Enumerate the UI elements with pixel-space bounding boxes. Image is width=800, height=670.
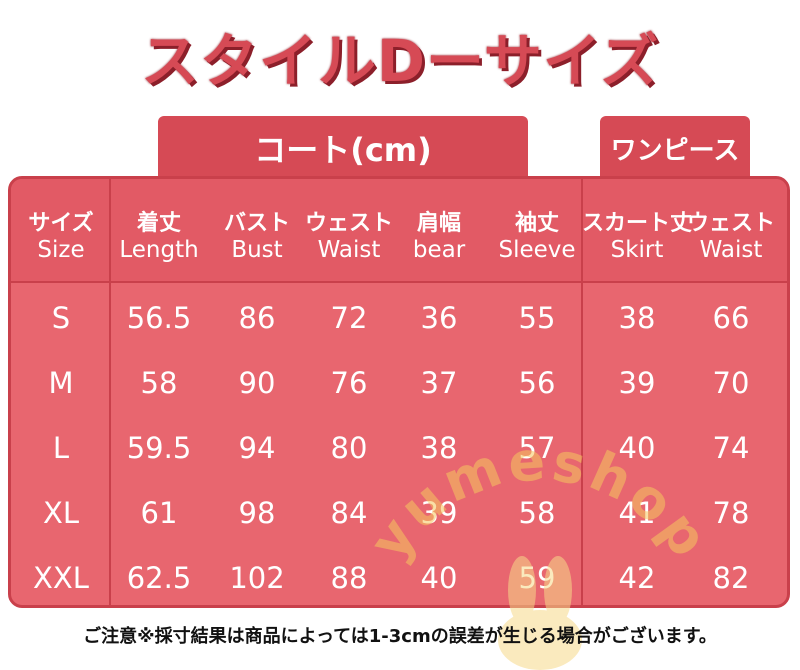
table-cell: 61	[140, 496, 178, 530]
header-en: Waist	[317, 237, 381, 263]
table-cell: 76	[330, 366, 368, 400]
header-jp: 袖丈	[514, 211, 559, 236]
header-en: Length	[119, 237, 199, 263]
table-cell: 40	[618, 431, 656, 465]
table-cell: 55	[518, 301, 556, 335]
table-cell: 98	[238, 496, 276, 530]
table-cell: 72	[330, 301, 368, 335]
table-cell: 37	[420, 366, 458, 400]
header-en: Skirt	[610, 237, 664, 263]
header-en: Sleeve	[498, 237, 576, 263]
table-cell: 88	[330, 561, 368, 595]
size-label: S	[51, 301, 71, 335]
table-cell: 38	[420, 431, 458, 465]
table-cell: 38	[618, 301, 656, 335]
table-cell: 57	[518, 431, 556, 465]
header-row	[11, 179, 787, 283]
size-label: XXL	[33, 561, 89, 595]
table-cell: 74	[712, 431, 750, 465]
table-cell: 84	[330, 496, 368, 530]
table-cell: 66	[712, 301, 750, 335]
size-note: ご注意※採寸結果は商品によっては1-3cmの誤差が生じる場合がございます。	[83, 626, 717, 647]
table-cell: 82	[712, 561, 750, 595]
table-cell: 36	[420, 301, 458, 335]
svg-text:yumeshop: yumeshop	[357, 440, 723, 571]
table-cell: 62.5	[126, 561, 192, 595]
header-jp: スカート丈	[581, 211, 692, 236]
watermark-logo: yumeshop	[357, 440, 723, 670]
header-jp: 着丈	[136, 211, 181, 236]
header-en: Bust	[231, 237, 283, 263]
table-cell: 102	[229, 561, 285, 595]
table-cell: 78	[712, 496, 750, 530]
table-cell: 56	[518, 366, 556, 400]
table-cell: 80	[330, 431, 368, 465]
table-cell: 58	[140, 366, 178, 400]
header-jp: 肩幅	[416, 211, 461, 236]
header-jp: サイズ	[28, 211, 94, 236]
tab-dress: ワンピース	[600, 116, 750, 180]
table-cell: 39	[618, 366, 656, 400]
size-label: XL	[42, 496, 80, 530]
table-cell: 58	[518, 496, 556, 530]
table-cell: 40	[420, 561, 458, 595]
page-title: スタイルDーサイズ	[140, 27, 660, 95]
table-cell: 56.5	[126, 301, 192, 335]
tab-coat: コート(cm)	[158, 116, 528, 180]
header-en: bear	[412, 237, 466, 263]
header-jp: ウェスト	[686, 211, 775, 236]
table-cell: 86	[238, 301, 276, 335]
table-cell: 94	[238, 431, 276, 465]
column-divider	[109, 179, 111, 605]
table-cell: 59.5	[126, 431, 192, 465]
header-jp: ウェスト	[304, 211, 393, 236]
table-cell: 42	[618, 561, 656, 595]
table-cell: 39	[420, 496, 458, 530]
size-table: サイズ Size 着丈 Length バスト Bust ウェスト Waist 肩幅 bear 袖丈 S…	[8, 176, 790, 608]
table-cell: 41	[618, 496, 656, 530]
size-label: M	[48, 366, 74, 400]
header-en: Waist	[699, 237, 763, 263]
header-jp: バスト	[223, 211, 290, 236]
size-label: L	[52, 431, 70, 465]
header-en: Size	[37, 237, 85, 263]
column-divider	[581, 179, 583, 605]
table-cell: 70	[712, 366, 750, 400]
table-cell: 90	[238, 366, 276, 400]
